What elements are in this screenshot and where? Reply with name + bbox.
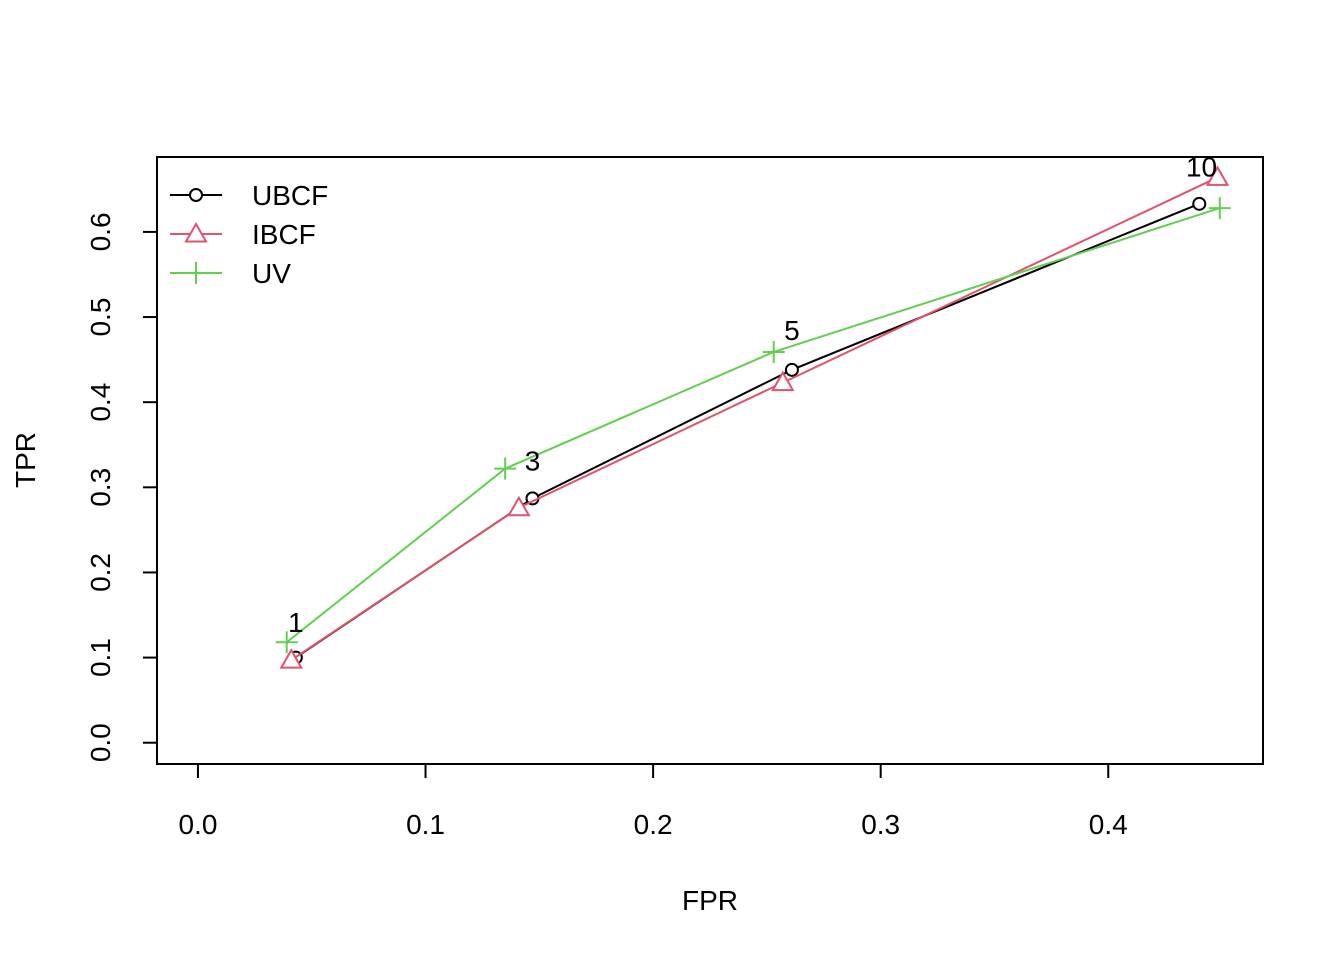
legend-label-uv: UV [252,258,291,289]
y-tick-label: 0.2 [85,553,116,592]
x-axis: 0.0 0.1 0.2 0.3 0.4 [178,763,1128,840]
series-line-uv [286,207,1221,644]
x-tick-label: 0.1 [406,809,445,840]
point-uv [494,457,517,480]
point-ibcf [279,648,303,669]
legend-marker-ibcf [184,221,208,243]
y-tick-label: 0.6 [85,212,116,251]
y-tick-label: 0.3 [85,468,116,507]
x-tick-label: 0.3 [861,809,900,840]
x-tick-label: 0.2 [634,809,673,840]
x-axis-label: FPR [682,885,738,916]
y-tick-label: 0.5 [85,298,116,337]
series-ibcf [279,165,1230,669]
y-tick-label: 0.0 [85,723,116,762]
point-uv [762,340,785,363]
point-ubcf [784,362,799,377]
legend-label-ibcf: IBCF [252,219,316,250]
point-ubcf [1192,196,1207,211]
point-ibcf [771,370,795,392]
x-tick-label: 0.0 [178,809,217,840]
y-tick-label: 0.4 [85,383,116,422]
point-ibcf [1205,165,1230,186]
point-uv [275,631,298,654]
point-ibcf [507,495,531,517]
point-label: 3 [525,445,541,476]
series-line-ubcf [295,202,1200,659]
x-tick-label: 0.4 [1089,809,1128,840]
point-labels: 1 3 5 10 [288,152,1217,638]
legend-marker-ubcf [189,188,203,202]
y-axis: 0.0 0.1 0.2 0.3 0.4 0.5 0.6 [85,212,158,762]
point-label: 1 [288,607,304,638]
legend-marker-uv [185,262,207,284]
y-tick-label: 0.1 [85,638,116,677]
legend-label-ubcf: UBCF [252,180,328,211]
series-uv [275,197,1231,654]
point-label: 5 [784,315,800,346]
series-ubcf [288,196,1207,665]
legend: UBCF IBCF UV [170,180,328,289]
point-label: 10 [1186,152,1217,183]
series-line-ibcf [290,176,1218,661]
series-layer [275,165,1231,669]
y-axis-label: TPR [10,432,41,488]
point-uv [1208,197,1231,220]
